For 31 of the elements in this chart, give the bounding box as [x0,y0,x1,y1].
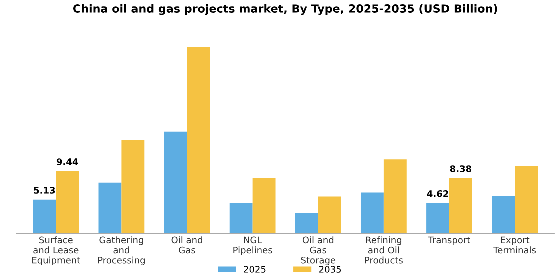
bar [492,196,516,234]
legend-label: 2035 [319,266,342,273]
data-label: 8.38 [450,166,472,172]
bar [164,132,188,234]
x-tick-label: Surface and Lease Equipment [32,236,80,266]
x-tick-label: Refining and Oil Products [365,236,403,264]
bar [56,171,80,234]
bar [515,166,538,234]
x-tick-label: Oil and Gas Storage [301,236,336,266]
legend-label: 2025 [244,266,266,273]
bar [122,140,145,234]
x-tick-label: Transport [428,236,470,246]
x-tick-label: Oil and Gas [172,236,202,254]
bar [426,203,450,234]
bar [360,192,384,234]
bar [450,178,472,234]
chart-title: China oil and gas projects market, By Type, 2025-2035 (USD Billion) [73,4,498,16]
bar [295,213,318,234]
data-label: 9.44 [56,158,78,166]
bar [318,196,342,234]
bar [33,200,56,234]
bar [98,182,122,234]
x-tick-label: Gathering and Processing [98,236,145,266]
bar [252,178,276,234]
x-tick-label: NGL Pipelines [234,236,272,256]
data-label: 5.13 [34,187,56,194]
x-tick-label: Export Terminals [494,236,536,254]
bar [384,160,407,234]
bar [230,203,253,234]
data-label: 4.62 [427,190,448,198]
bar [187,47,210,234]
